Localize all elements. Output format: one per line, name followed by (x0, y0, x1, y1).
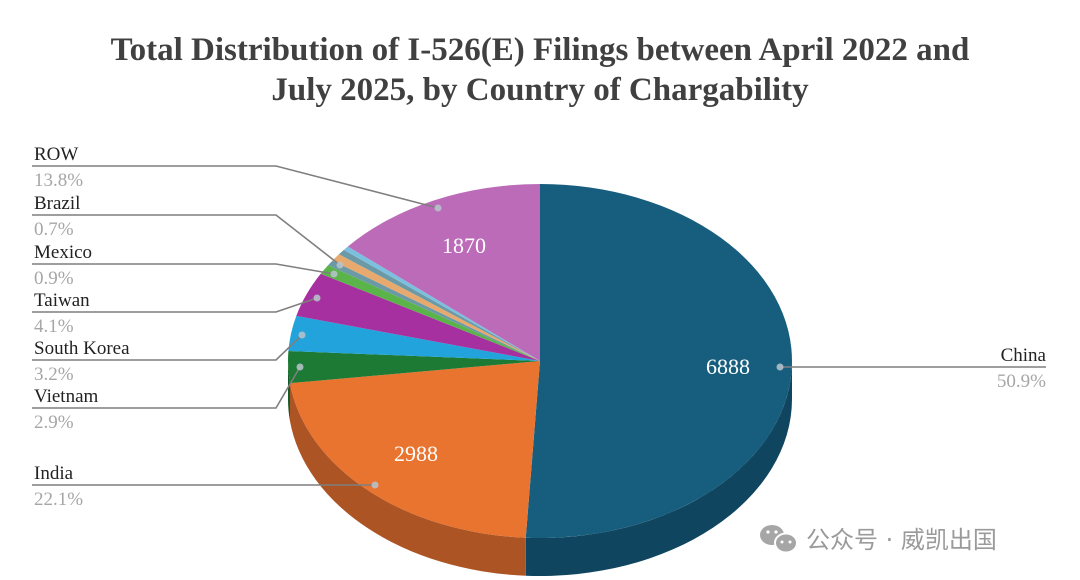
slice-side-india (289, 383, 526, 576)
leader-line-row (32, 165, 439, 209)
leader-dot-taiwan (313, 294, 321, 302)
leader-dot-india (371, 481, 379, 489)
slice-other-6 (328, 260, 540, 361)
slice-row (347, 184, 540, 361)
leader-line-mexico (32, 263, 335, 275)
label-percent-south-korea: 3.2% (34, 364, 74, 385)
leader-dot-row (434, 204, 442, 212)
label-percent-vietnam: 2.9% (34, 412, 74, 433)
pie-sides (288, 361, 792, 577)
value-label-china: 6888 (706, 354, 750, 379)
label-percent-taiwan: 4.1% (34, 316, 74, 337)
slice-other-8 (338, 249, 540, 361)
slice-taiwan (296, 273, 540, 361)
leader-line-taiwan (32, 297, 318, 313)
watermark-text: 公众号 · 威凯出国 (806, 526, 997, 554)
label-name-taiwan: Taiwan (34, 290, 90, 311)
leader-line-vietnam (32, 366, 301, 409)
label-name-mexico: Mexico (34, 242, 92, 263)
label-percent-row: 13.8% (34, 170, 83, 191)
leader-line-south-korea (32, 334, 303, 361)
slice-vietnam (288, 350, 540, 384)
watermark: 公众号 · 威凯出国 (760, 525, 997, 554)
label-name-vietnam: Vietnam (34, 386, 99, 407)
label-percent-brazil: 0.7% (34, 219, 74, 240)
label-name-brazil: Brazil (34, 193, 80, 214)
leader-dot-mexico (330, 270, 338, 278)
value-label-india: 2988 (394, 441, 438, 466)
label-name-row: ROW (34, 144, 78, 165)
slice-india (289, 361, 540, 538)
leader-dot-china (776, 363, 784, 371)
chart-title-line-2: July 2025, by Country of Chargability (271, 72, 809, 108)
leader-dot-vietnam (296, 363, 304, 371)
leader-dot-brazil (336, 261, 344, 269)
label-percent-china: 50.9% (997, 371, 1046, 392)
leader-lines (32, 165, 1046, 489)
pie-slices (288, 184, 792, 538)
slice-labels: China 50.9% India 22.1% Vietnam 2.9% South Kor… (34, 144, 1047, 510)
label-name-india: India (34, 463, 74, 484)
slice-china (525, 184, 792, 538)
label-percent-mexico: 0.9% (34, 268, 74, 289)
chart-title-line-1: Total Distribution of I-526(E) Filings b… (111, 32, 970, 68)
label-percent-india: 22.1% (34, 489, 83, 510)
leader-line-brazil (32, 214, 341, 266)
value-labels: 6888 2988 1870 (394, 233, 750, 466)
label-name-china: China (1001, 345, 1047, 366)
value-label-row: 1870 (442, 233, 486, 258)
slice-side-china (525, 361, 792, 577)
slice-south-korea (288, 315, 540, 361)
slice-side-vietnam (288, 361, 290, 422)
label-name-south-korea: South Korea (34, 338, 130, 359)
leader-dot-south-korea (298, 331, 306, 339)
slice-other-9 (343, 246, 540, 361)
wechat-icon (760, 525, 798, 554)
slice-brazil (332, 254, 540, 361)
slice-mexico (320, 265, 540, 361)
